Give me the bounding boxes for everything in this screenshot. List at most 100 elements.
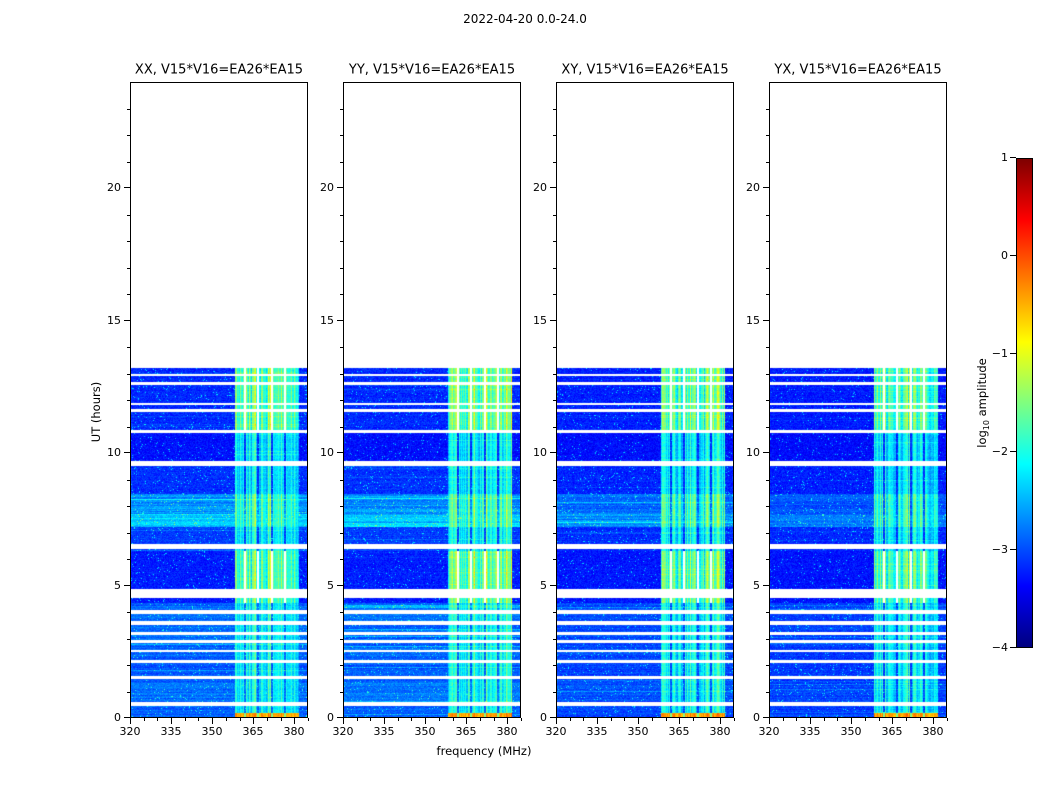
- y-minor-tick: [340, 162, 343, 163]
- colorbar-tick-label: 1: [1001, 151, 1008, 164]
- x-major-tick: [720, 718, 721, 724]
- x-minor-tick: [521, 718, 522, 721]
- x-major-tick: [810, 718, 811, 724]
- y-minor-tick: [127, 268, 130, 269]
- y-minor-tick: [766, 268, 769, 269]
- y-tick-label: 10: [746, 446, 760, 459]
- y-minor-tick: [340, 241, 343, 242]
- colorbar-tick: [1010, 353, 1016, 354]
- y-minor-tick: [127, 559, 130, 560]
- x-minor-tick: [865, 718, 866, 721]
- colorbar-gradient: [1016, 158, 1033, 648]
- y-axis-label: UT (hours): [89, 381, 103, 443]
- y-minor-tick: [127, 639, 130, 640]
- y-minor-tick: [340, 692, 343, 693]
- x-minor-tick: [783, 718, 784, 721]
- plot-area-xy: [556, 82, 734, 718]
- y-major-tick: [763, 320, 769, 321]
- y-tick-label: 10: [107, 446, 121, 459]
- y-minor-tick: [553, 215, 556, 216]
- y-minor-tick: [766, 506, 769, 507]
- y-major-tick: [763, 585, 769, 586]
- y-minor-tick: [127, 374, 130, 375]
- x-tick-label: 365: [242, 725, 264, 738]
- y-tick-label: 15: [746, 314, 760, 327]
- x-minor-tick: [652, 718, 653, 721]
- x-minor-tick: [370, 718, 371, 721]
- y-minor-tick: [766, 559, 769, 560]
- y-minor-tick: [766, 374, 769, 375]
- x-major-tick: [294, 718, 295, 724]
- y-tick-label: 20: [746, 181, 760, 194]
- y-minor-tick: [127, 400, 130, 401]
- colorbar-label-subscript: 10: [982, 420, 992, 431]
- y-major-tick: [550, 452, 556, 453]
- y-minor-tick: [553, 427, 556, 428]
- x-minor-tick: [480, 718, 481, 721]
- y-minor-tick: [127, 665, 130, 666]
- y-minor-tick: [127, 533, 130, 534]
- y-minor-tick: [127, 480, 130, 481]
- y-minor-tick: [127, 506, 130, 507]
- x-tick-label: 380: [283, 725, 305, 738]
- y-minor-tick: [127, 294, 130, 295]
- y-tick-label: 15: [107, 314, 121, 327]
- colorbar-tick-label: −4: [991, 641, 1008, 654]
- plot-area-yx: [769, 82, 947, 718]
- y-minor-tick: [766, 135, 769, 136]
- x-minor-tick: [611, 718, 612, 721]
- x-minor-tick: [226, 718, 227, 721]
- x-minor-tick: [240, 718, 241, 721]
- y-minor-tick: [127, 612, 130, 613]
- panel-title-yy: YY, V15*V16=EA26*EA15: [348, 62, 516, 78]
- colorbar-tick: [1010, 451, 1016, 452]
- x-major-tick: [425, 718, 426, 724]
- y-tick-label: 0: [540, 711, 547, 724]
- x-major-tick: [253, 718, 254, 724]
- y-major-tick: [124, 320, 130, 321]
- y-tick-label: 10: [320, 446, 334, 459]
- y-tick-label: 0: [327, 711, 334, 724]
- x-major-tick: [933, 718, 934, 724]
- x-major-tick: [597, 718, 598, 724]
- x-minor-tick: [494, 718, 495, 721]
- y-minor-tick: [553, 374, 556, 375]
- y-minor-tick: [340, 374, 343, 375]
- heatmap-canvas-xy: [557, 83, 733, 717]
- y-minor-tick: [340, 533, 343, 534]
- y-tick-label: 0: [753, 711, 760, 724]
- x-minor-tick: [707, 718, 708, 721]
- x-tick-label: 380: [922, 725, 944, 738]
- x-major-tick: [384, 718, 385, 724]
- y-major-tick: [124, 717, 130, 718]
- y-minor-tick: [127, 427, 130, 428]
- x-major-tick: [171, 718, 172, 724]
- x-major-tick: [679, 718, 680, 724]
- y-major-tick: [550, 320, 556, 321]
- plot-area-yy: [343, 82, 521, 718]
- x-tick-label: 320: [332, 725, 354, 738]
- x-tick-label: 335: [586, 725, 608, 738]
- y-minor-tick: [553, 268, 556, 269]
- y-major-tick: [763, 452, 769, 453]
- x-major-tick: [638, 718, 639, 724]
- y-minor-tick: [340, 400, 343, 401]
- x-tick-label: 320: [119, 725, 141, 738]
- x-tick-label: 380: [709, 725, 731, 738]
- y-tick-label: 20: [107, 181, 121, 194]
- y-minor-tick: [340, 612, 343, 613]
- y-minor-tick: [340, 268, 343, 269]
- y-minor-tick: [766, 533, 769, 534]
- x-tick-label: 335: [373, 725, 395, 738]
- y-tick-label: 5: [753, 579, 760, 592]
- y-minor-tick: [553, 162, 556, 163]
- x-tick-label: 350: [201, 725, 223, 738]
- colorbar-tick-label: −2: [991, 445, 1008, 458]
- x-major-tick: [769, 718, 770, 724]
- y-minor-tick: [553, 612, 556, 613]
- colorbar-tick: [1010, 647, 1016, 648]
- x-minor-tick: [398, 718, 399, 721]
- x-tick-label: 335: [799, 725, 821, 738]
- y-minor-tick: [553, 506, 556, 507]
- y-minor-tick: [340, 559, 343, 560]
